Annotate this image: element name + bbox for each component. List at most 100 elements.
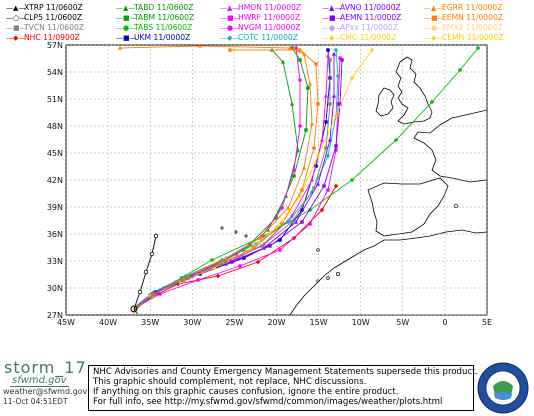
track-marker [334,144,338,148]
track-marker [228,48,232,52]
track-marker [238,264,242,268]
track-marker [152,292,156,296]
track-marker [324,120,328,124]
legend-marker-icon: —■— [116,34,137,42]
legend-entry: —◆—COTC 11/0000Z [220,34,298,43]
latitude-label: 30N [47,284,63,293]
track-marker [186,276,190,280]
track-marker [298,124,302,128]
track-marker [312,186,316,190]
legend-entry: —◆—NHC 11/0900Z [6,34,80,43]
track-marker [312,146,316,150]
legend-marker-icon: —◆— [6,34,26,42]
latitude-label: 54N [47,68,63,77]
track-marker [294,219,298,224]
track-marker [300,188,304,192]
track-marker [242,256,246,260]
legend-marker-icon: —◆— [220,34,240,42]
track-marker [314,164,318,168]
track-marker [326,53,330,58]
lat-lon-grid [65,44,488,316]
track-marker [278,238,282,242]
track-marker [196,278,200,282]
ireland-outline [375,87,395,117]
track-marker [349,75,355,81]
legend-entry: —◆—CEMN 11/0000Z [424,34,504,43]
track-marker [290,220,294,224]
track-marker [175,281,181,287]
track-marker [298,48,302,52]
legend-label: APxx 11/0000Z [340,23,398,32]
track-marker [319,207,325,213]
track-marker [268,244,272,248]
disclaimer-box: NHC Advisories and County Emergency Mana… [88,365,478,411]
longitude-label: 35W [141,318,159,327]
track-marker [166,342,170,346]
track-marker [302,165,306,170]
latitude-label: 27N [47,311,63,320]
legend-marker-icon: —○— [6,14,27,22]
track-marker [255,259,261,265]
britain-outline [395,56,433,125]
track-marker [328,102,332,106]
track-marker [298,58,302,62]
track-marker [324,146,328,150]
track-marker [369,47,375,53]
track-marker [118,45,122,50]
track-marker [154,290,158,294]
longitude-label: 5W [396,318,409,327]
track-marker [316,102,320,106]
disclaimer-line: This graphic should complement, not repl… [93,377,367,387]
canary-island [326,276,330,280]
track-marker [300,208,304,212]
africa-outline [289,229,487,315]
track-marker [280,206,284,210]
longitude-label: 5E [482,318,492,327]
legend-entry: —■—TABM 11/0600Z [116,14,194,23]
legend-marker-icon: —■— [322,14,343,22]
district-seal-icon [477,362,529,414]
track-marker [335,73,341,79]
track-marker [198,45,202,48]
legend-marker-icon: —▲— [6,4,26,12]
legend-label: TABS 11/0600Z [134,23,193,32]
track-marker [310,121,314,126]
latitude-label: 45N [47,149,63,158]
latitude-label: 33N [47,257,63,266]
legend-label: EEMN 11/0000Z [442,13,503,22]
track-marker [336,102,340,106]
longitude-label: 10W [352,318,370,327]
track-marker [292,174,296,178]
sfwmd-logo: sfwmd.gov [10,375,69,387]
legend-marker-icon: —●— [220,24,241,32]
track-marker [224,260,228,264]
legend-label: NVGM 11/0000Z [238,23,301,32]
track-marker [309,189,315,195]
legend-label: CLP5 11/0600Z [24,13,83,22]
track-marker [328,58,332,62]
track-marker [310,177,314,182]
legend-label: TVCN 11/0600Z [24,23,84,32]
track-marker [218,262,222,266]
legend-label: UKM 11/0000Z [134,33,191,42]
track-marker [258,235,262,240]
legend-entry: —▲—EGRR 11/0000Z [424,4,502,13]
latitude-label: 57N [47,41,63,50]
legend-entry: —▲—TABD 11/0600Z [116,4,193,13]
model-legend: —▲—XTRP 11/0600Z —○—CLP5 11/0600Z —■—TVCN … [0,0,534,44]
track-marker [224,255,228,260]
azores-island [220,226,224,230]
track-marker [137,289,143,295]
latitude-label: 36N [47,230,63,239]
track-marker [292,168,296,172]
legend-label: HWRF 11/0000Z [238,13,301,22]
track-marker [332,93,336,98]
storm-position-icon [130,305,138,313]
legend-marker-icon: —▲— [116,4,136,12]
legend-label: AEMN 11/0000Z [340,13,402,22]
track-marker [338,56,342,60]
track-marker [304,128,308,132]
legend-entry: —▲—HMON 11/0000Z [220,4,301,13]
track-marker [306,86,310,90]
